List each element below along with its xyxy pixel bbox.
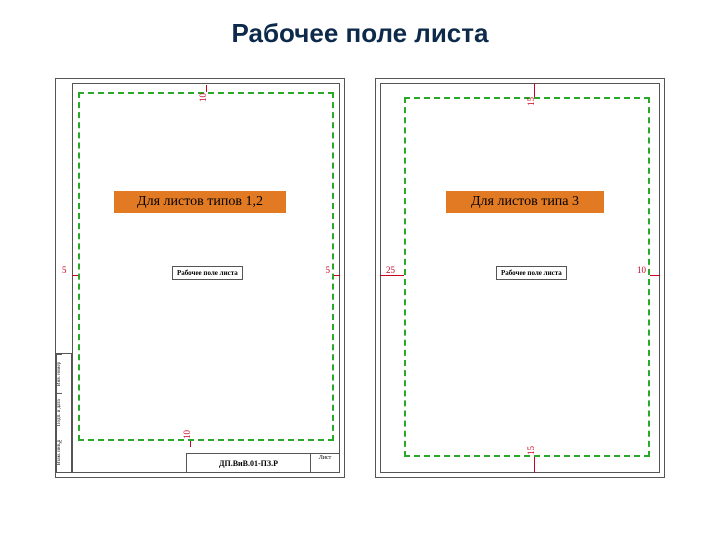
tb-side-row-2: Подп. и дата bbox=[57, 393, 62, 432]
tb-sheet-label: Лист bbox=[311, 454, 339, 472]
dim-left-top: 10 bbox=[198, 93, 208, 102]
dim-right-top-arrow bbox=[534, 83, 535, 97]
tb-doc-code: ДП.ВиВ.01-ПЗ.Р bbox=[187, 454, 311, 472]
tb-side-row-1: Инв. номер bbox=[57, 354, 62, 393]
sheet-left-type-label: Для листов типов 1,2 bbox=[114, 191, 286, 213]
title-block-side: Инв. номер Подп. и дата Взам. инв.№ bbox=[56, 353, 72, 473]
dim-left-right: 5 bbox=[326, 265, 331, 275]
dim-left-top-arrow bbox=[206, 85, 207, 92]
dim-right-bottom-arrow bbox=[534, 457, 535, 473]
page-title: Рабочее поле листа bbox=[0, 18, 720, 49]
sheets-container: Для листов типов 1,2 Рабочее поле листа … bbox=[0, 78, 720, 478]
dim-right-right-arrow bbox=[650, 275, 660, 276]
dim-right-top: 15 bbox=[526, 97, 536, 106]
dim-left-left: 5 bbox=[62, 265, 67, 275]
dim-right-left: 25 bbox=[386, 265, 395, 275]
dim-left-bottom-arrow bbox=[190, 441, 191, 447]
dim-left-bottom: 10 bbox=[182, 430, 192, 439]
sheet-left-center-box: Рабочее поле листа bbox=[172, 266, 243, 280]
sheet-left: Для листов типов 1,2 Рабочее поле листа … bbox=[55, 78, 345, 478]
sheet-right-center-box: Рабочее поле листа bbox=[496, 266, 567, 280]
dim-right-left-arrow bbox=[380, 275, 404, 276]
title-block-bottom: ДП.ВиВ.01-ПЗ.Р Лист bbox=[186, 453, 340, 473]
sheet-right: Для листов типа 3 Рабочее поле листа 15 … bbox=[375, 78, 665, 478]
dim-right-right: 10 bbox=[637, 265, 646, 275]
dim-left-right-arrow bbox=[334, 275, 340, 276]
sheet-right-type-label: Для листов типа 3 bbox=[446, 191, 604, 213]
dim-left-left-arrow bbox=[72, 275, 78, 276]
dim-right-bottom: 15 bbox=[526, 446, 536, 455]
tb-side-row-3: Взам. инв.№ bbox=[57, 432, 62, 471]
